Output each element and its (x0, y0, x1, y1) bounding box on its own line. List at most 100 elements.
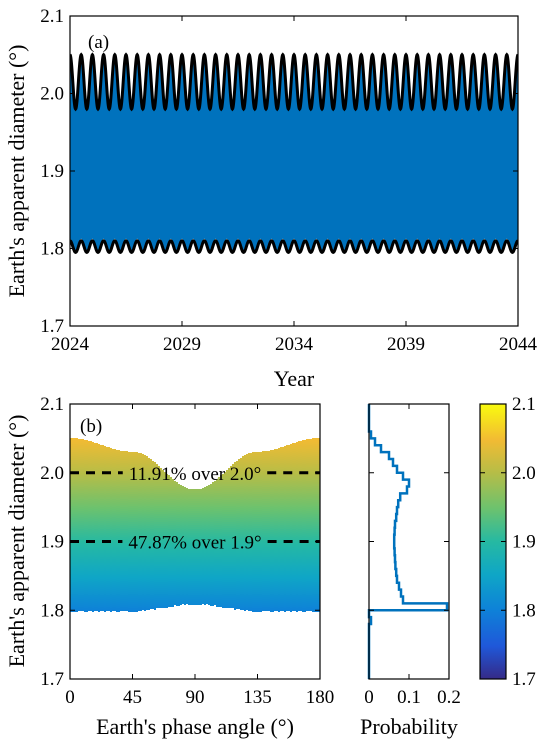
panel-b-point (144, 557, 146, 559)
panel-b-point (74, 580, 76, 582)
panel-b-point (126, 545, 128, 547)
panel-b-point (110, 498, 112, 500)
panel-b-point (118, 602, 120, 604)
panel-b-point (170, 497, 172, 499)
panel-b-point (118, 502, 120, 504)
panel-b-point (184, 517, 186, 519)
panel-b-point (150, 591, 152, 593)
panel-b-point (176, 552, 178, 554)
panel-b-point (196, 585, 198, 587)
panel-b-point (182, 566, 184, 568)
panel-b-point (78, 501, 80, 503)
panel-b-point (192, 493, 194, 495)
panel-b-point (172, 561, 174, 563)
panel-b-point (142, 506, 144, 508)
panel-b-point (180, 543, 182, 545)
panel-b-point (86, 510, 88, 512)
panel-b-point (198, 565, 200, 567)
panel-b-point (158, 500, 160, 502)
panel-b-point (84, 486, 86, 488)
panel-b-point (138, 511, 140, 513)
panel-b-point (166, 590, 168, 592)
panel-b-point (192, 541, 194, 543)
panel-b-point (156, 490, 158, 492)
panel-b-point (144, 543, 146, 545)
panel-b-point (120, 505, 122, 507)
panel-b-point (134, 530, 136, 532)
panel-b-point (100, 517, 102, 519)
panel-b-point (76, 572, 78, 574)
panel-b-point (130, 562, 132, 564)
panel-b-point (86, 606, 88, 608)
panel-b-point (180, 511, 182, 513)
panel-b-point (88, 457, 90, 459)
panel-b-point (168, 537, 170, 539)
panel-b-point (198, 601, 200, 603)
panel-b-point (86, 496, 88, 498)
panel-b-point (200, 549, 202, 551)
panel-b-point (198, 517, 200, 519)
panel-b-point (94, 557, 96, 559)
panel-b-point (188, 545, 190, 547)
panel-b-point (142, 560, 144, 562)
panel-b-point (94, 467, 96, 469)
panel-b-point (80, 479, 82, 481)
panel-b-point (112, 455, 114, 457)
panel-b-point (134, 508, 136, 510)
panel-b-point (184, 601, 186, 603)
panel-b-point (114, 513, 116, 515)
panel-b-point (134, 492, 136, 494)
panel-b-point (88, 489, 90, 491)
panel-b-point (98, 494, 100, 496)
panel-b-point (80, 519, 82, 521)
panel-b-point (118, 482, 120, 484)
panel-b-point (126, 527, 128, 529)
panel-b-point (92, 544, 94, 546)
panel-b-point (180, 571, 182, 573)
panel-b-point (94, 545, 96, 547)
panel-b-point (156, 558, 158, 560)
panel-b-point (86, 458, 88, 460)
panel-b-point (78, 447, 80, 449)
panel-b-point (108, 557, 110, 559)
panel-b-point (194, 593, 196, 595)
panel-b-point (176, 522, 178, 524)
panel-b-point (162, 568, 164, 570)
panel-b-point (172, 591, 174, 593)
panel-b-point (94, 581, 96, 583)
panel-b-point (130, 524, 132, 526)
panel-b-point (92, 548, 94, 550)
panel-b-point (172, 533, 174, 535)
panel-b-point (164, 500, 166, 502)
panel-b-point (172, 601, 174, 603)
panel-b-point (78, 441, 80, 443)
panel-b-point (162, 590, 164, 592)
panel-b-point (80, 503, 82, 505)
panel-b-point (102, 521, 104, 523)
panel-b-point (92, 456, 94, 458)
panel-b-point (128, 544, 130, 546)
panel-b-point (72, 548, 74, 550)
panel-b-point (110, 502, 112, 504)
panel-b-point (138, 465, 140, 467)
panel-b-point (182, 592, 184, 594)
panel-b-point (150, 493, 152, 495)
panel-b-point (96, 499, 98, 501)
panel-b-point (80, 467, 82, 469)
panel-b-point (158, 566, 160, 568)
panel-b-point (84, 532, 86, 534)
panel-b-point (102, 483, 104, 485)
panel-b-point (182, 576, 184, 578)
panel-b-point (146, 574, 148, 576)
panel-b-point (100, 527, 102, 529)
panel-b-point (178, 540, 180, 542)
panel-b-point (76, 452, 78, 454)
panel-b-point (88, 519, 90, 521)
panel-b-point (128, 568, 130, 570)
panel-b-point (74, 450, 76, 452)
panel-b-point (74, 516, 76, 518)
panel-b-point (98, 594, 100, 596)
panel-b-point (88, 577, 90, 579)
panel-b-point (126, 485, 128, 487)
panel-b-point (94, 443, 96, 445)
